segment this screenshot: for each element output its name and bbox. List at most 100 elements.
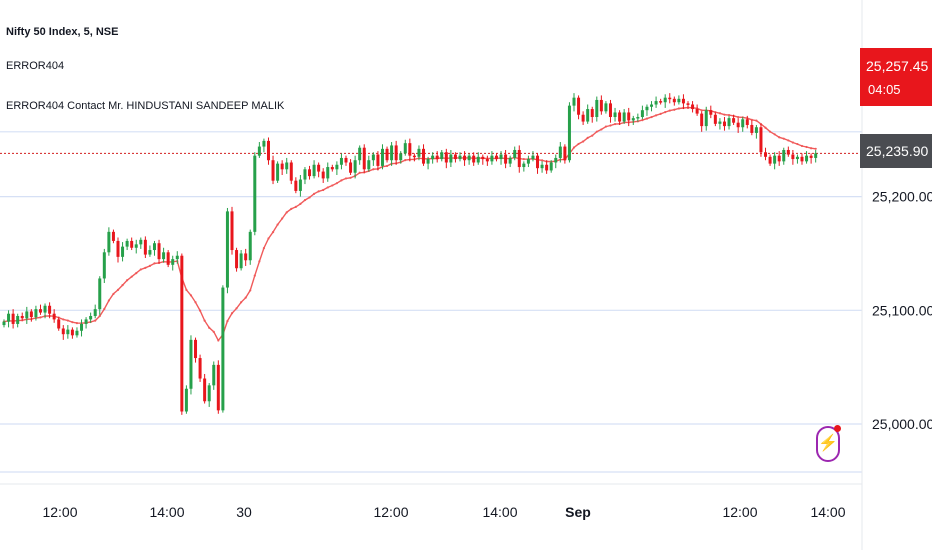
candle-body: [467, 155, 471, 161]
candle-body: [235, 250, 239, 269]
ma-point: [226, 319, 229, 323]
candle-body: [171, 259, 175, 265]
time-axis: 12:00 14:00 30 12:00 14:00 Sep 12:00 14:00: [42, 504, 845, 520]
ma-point: [723, 113, 726, 116]
candle-body: [203, 378, 207, 402]
indicator-legend-1[interactable]: ERROR404: [6, 60, 65, 72]
candle-body: [43, 305, 47, 313]
candle-body: [66, 329, 70, 335]
time-tick-label: 14:00: [482, 504, 517, 520]
candle-body: [704, 110, 708, 127]
candle-body: [412, 155, 416, 158]
candle-body: [631, 118, 635, 121]
ma-point: [586, 136, 589, 140]
candle-body: [494, 155, 498, 160]
candle-body: [175, 255, 179, 260]
candle-body: [485, 159, 489, 162]
candle-body: [627, 112, 631, 121]
candle-body: [162, 252, 166, 260]
candle-body: [795, 156, 799, 160]
ma-point: [768, 130, 772, 133]
candle-body: [294, 180, 298, 191]
candle-body: [262, 140, 266, 147]
ma-point: [755, 119, 758, 122]
candle-body: [800, 156, 804, 162]
ma-point: [664, 111, 667, 114]
candle-body: [431, 155, 435, 160]
candle-body: [321, 171, 325, 179]
candle-body: [207, 385, 211, 402]
lightning-icon[interactable]: ⚡: [816, 425, 841, 462]
candle-body: [668, 97, 672, 100]
candle-body: [157, 243, 161, 260]
candle-body: [672, 98, 676, 103]
candle-body: [449, 154, 453, 163]
ma-point: [271, 231, 275, 234]
candle-body: [385, 148, 389, 161]
candle-body: [440, 152, 444, 160]
ma-point: [659, 112, 662, 115]
time-tick-label: 12:00: [42, 504, 77, 520]
ma-point: [66, 319, 69, 322]
ma-point: [148, 264, 152, 267]
ma-point: [94, 319, 97, 322]
price-tick-label: 25,200.00: [872, 189, 932, 205]
candle-body: [308, 169, 312, 177]
candle-body: [636, 117, 640, 119]
ma-point: [737, 116, 740, 119]
ma-point: [791, 141, 794, 144]
ma-point: [778, 136, 781, 139]
ma-point: [773, 133, 776, 136]
candle-body: [111, 231, 115, 241]
candle-body: [677, 98, 681, 103]
candle-body: [531, 155, 535, 160]
candle-body: [618, 112, 622, 122]
candle-body: [613, 112, 617, 118]
ma-point: [572, 146, 576, 149]
candle-body: [713, 114, 717, 124]
candle-body: [709, 110, 713, 115]
candle-body: [184, 388, 188, 412]
candle-body: [344, 157, 348, 163]
candle-body: [125, 240, 129, 247]
ma-point: [750, 118, 753, 121]
symbol-legend[interactable]: Nifty 50 Index, 5, NSE: [6, 26, 119, 38]
indicator-legend-2[interactable]: ERROR404 Contact Mr. HINDUSTANI SANDEEP …: [6, 100, 285, 112]
ma-point: [198, 309, 202, 312]
candle-body: [335, 164, 339, 170]
candle-body: [353, 160, 357, 173]
candle-body: [121, 246, 125, 257]
candle-body: [194, 339, 198, 359]
candle-body: [558, 146, 562, 158]
candle-body: [517, 149, 521, 168]
candle-body: [34, 309, 38, 318]
time-tick-label: 30: [236, 504, 252, 520]
candle-body: [481, 156, 485, 160]
candle-body: [20, 315, 24, 319]
ma-point: [189, 294, 193, 297]
candle-body: [595, 99, 599, 118]
ma-point: [604, 125, 608, 128]
price-axis: 25,000.00 25,100.00 25,200.00: [872, 189, 932, 432]
candle-body: [221, 287, 225, 411]
candle-body: [107, 231, 111, 253]
candle-body: [212, 364, 216, 386]
ma-point: [249, 289, 252, 292]
candle-body: [225, 211, 229, 288]
candle-body: [718, 121, 722, 124]
candle-body: [622, 112, 626, 122]
candle-body: [786, 149, 790, 155]
candle-body: [289, 162, 293, 181]
ma-point: [677, 107, 680, 110]
candle-body: [371, 154, 375, 161]
candle-body: [399, 153, 403, 161]
ma-point: [650, 115, 653, 119]
candle-body: [736, 122, 740, 128]
ma-point: [764, 126, 767, 129]
price-tick-label: 25,100.00: [872, 302, 932, 318]
candle-body: [453, 154, 457, 160]
candle-body: [390, 145, 394, 161]
ma-point: [303, 198, 307, 202]
candle-body: [70, 329, 74, 336]
